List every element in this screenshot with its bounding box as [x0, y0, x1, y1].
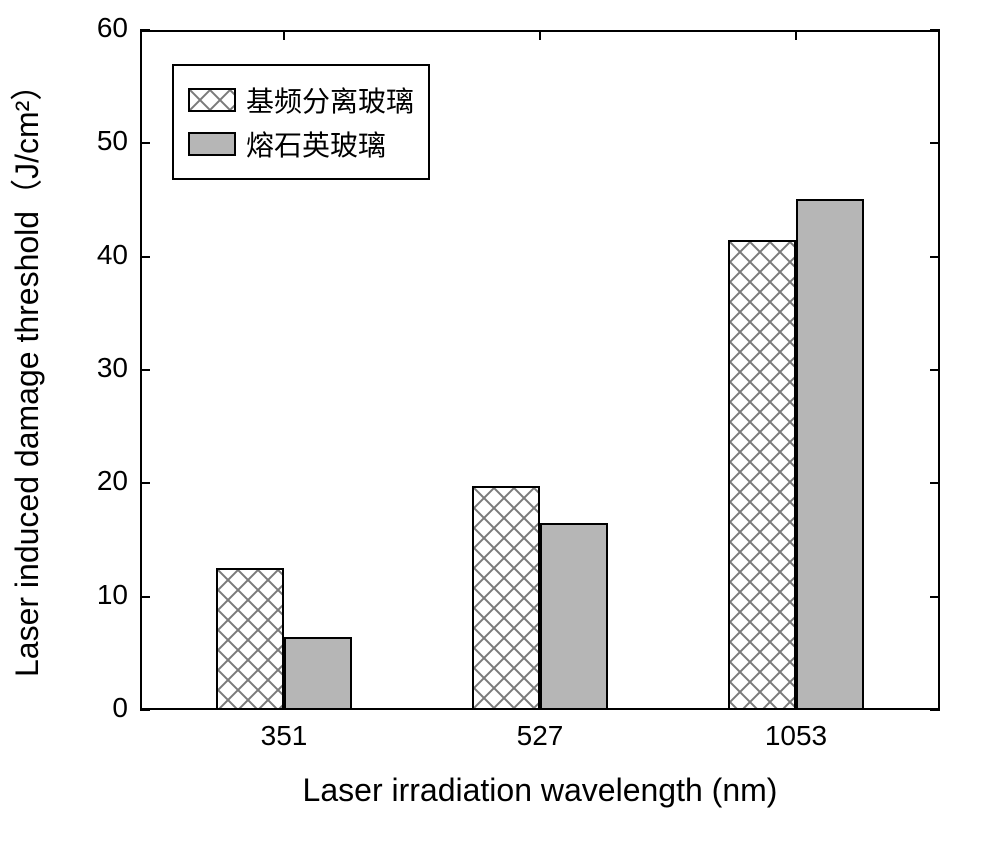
y-tick-label: 60: [97, 12, 128, 44]
y-tick: [140, 256, 150, 258]
bar-series1: [216, 568, 284, 710]
bar-series1: [728, 240, 796, 710]
y-tick: [930, 29, 940, 31]
legend-swatch: [188, 88, 236, 112]
x-axis-label: Laser irradiation wavelength (nm): [240, 772, 840, 809]
legend-item: 熔石英玻璃: [188, 124, 414, 164]
y-tick: [140, 482, 150, 484]
legend-label: 基频分离玻璃: [246, 80, 414, 120]
y-tick-label: 30: [97, 352, 128, 384]
bar-series1: [472, 486, 540, 710]
x-tick-label: 527: [490, 720, 590, 752]
x-tick-label: 1053: [746, 720, 846, 752]
y-tick: [930, 596, 940, 598]
x-tick: [283, 30, 285, 40]
y-tick: [930, 709, 940, 711]
y-tick: [930, 482, 940, 484]
y-tick: [140, 369, 150, 371]
legend-label: 熔石英玻璃: [246, 124, 386, 164]
y-tick-label: 0: [112, 692, 128, 724]
y-tick: [140, 142, 150, 144]
y-tick: [140, 709, 150, 711]
y-tick-label: 40: [97, 239, 128, 271]
legend: 基频分离玻璃熔石英玻璃: [172, 64, 430, 180]
x-tick-label: 351: [234, 720, 334, 752]
y-axis-label: Laser induced damage threshold（J/cm²）: [2, 77, 48, 677]
y-tick: [140, 596, 150, 598]
y-tick-label: 10: [97, 579, 128, 611]
y-tick: [930, 142, 940, 144]
bar-series2: [540, 523, 608, 710]
y-tick-label: 50: [97, 125, 128, 157]
chart-container: 0 10 20 30 40 50 60 351 527 1053 Laser induced dam…: [0, 0, 1000, 854]
y-tick: [930, 369, 940, 371]
legend-swatch: [188, 132, 236, 156]
bar-series2: [796, 199, 864, 710]
legend-item: 基频分离玻璃: [188, 80, 414, 120]
y-tick-label: 20: [97, 465, 128, 497]
x-tick: [795, 30, 797, 40]
x-tick: [539, 30, 541, 40]
y-tick: [930, 256, 940, 258]
bar-series2: [284, 637, 352, 710]
y-tick: [140, 29, 150, 31]
